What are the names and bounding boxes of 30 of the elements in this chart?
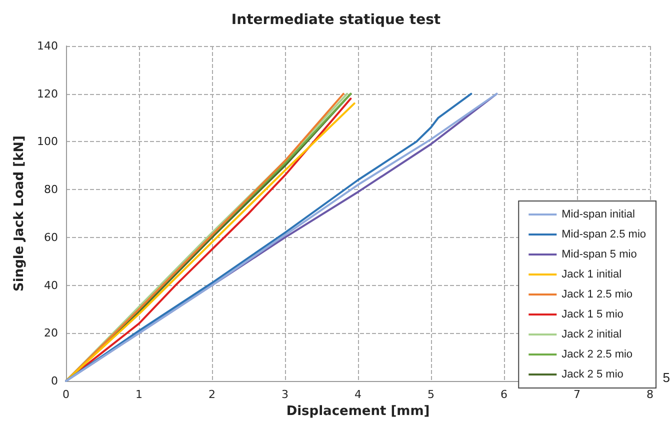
legend-label: Mid-span 5 mio bbox=[562, 248, 637, 260]
x-tick-label: 3 bbox=[282, 388, 288, 401]
chart-title: Intermediate statique test bbox=[231, 12, 441, 28]
legend-label: Jack 1 2.5 mio bbox=[562, 288, 633, 300]
y-tick-label: 140 bbox=[37, 40, 58, 52]
y-tick-label: 60 bbox=[44, 230, 58, 244]
legend-label: Mid-span initial bbox=[562, 208, 636, 220]
legend-label: Jack 2 2.5 mio bbox=[562, 348, 633, 360]
x-axis-title: Displacement [mm] bbox=[286, 404, 430, 419]
legend-label: Jack 1 initial bbox=[562, 268, 622, 280]
legend-label: Jack 2 initial bbox=[562, 328, 622, 340]
y-tick-label: 100 bbox=[37, 135, 58, 148]
legend-label: Jack 2 5 mio bbox=[562, 368, 624, 380]
y-tick-label: 0 bbox=[51, 374, 58, 388]
x-tick-label: 4 bbox=[354, 388, 362, 401]
x-tick-label: 2 bbox=[208, 388, 216, 401]
legend-label: Jack 1 5 mio bbox=[562, 308, 624, 320]
y-axis-title: Single Jack Load [kN] bbox=[12, 136, 27, 292]
legend-label: Mid-span 2.5 mio bbox=[562, 228, 646, 240]
text: 5 bbox=[662, 370, 670, 385]
x-tick-label: 6 bbox=[500, 388, 508, 401]
y-tick-label: 40 bbox=[44, 278, 58, 292]
y-tick-label: 80 bbox=[44, 183, 58, 196]
x-tick-label: 8 bbox=[646, 388, 654, 401]
y-tick-label: 20 bbox=[44, 326, 58, 340]
x-tick-label: 5 bbox=[428, 388, 434, 401]
x-tick-label: 1 bbox=[136, 388, 142, 401]
x-tick-label: 0 bbox=[62, 388, 70, 401]
y-tick-label: 120 bbox=[37, 87, 58, 100]
x-tick-label: 7 bbox=[574, 388, 580, 401]
